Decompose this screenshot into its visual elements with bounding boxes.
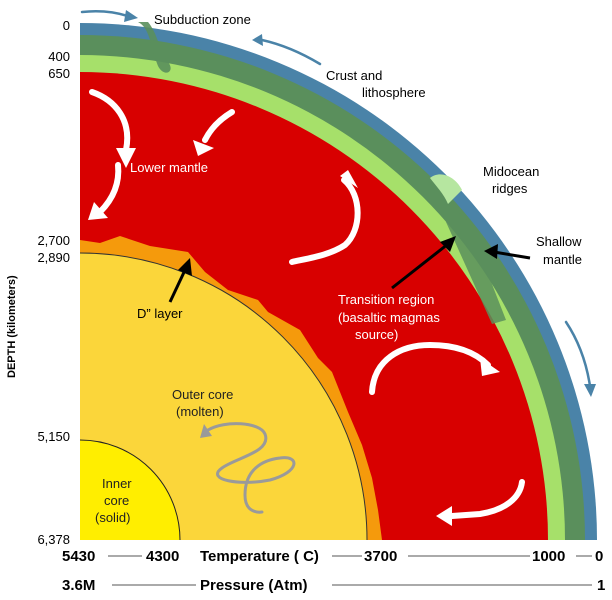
- surface-arrow-right: [564, 320, 592, 388]
- arrowhead-2: [193, 140, 214, 156]
- arrowhead-1: [116, 148, 136, 168]
- outer-core-label-line1: Outer core: [172, 387, 233, 402]
- temp-value-5430: 5430: [62, 548, 95, 565]
- transition-pointer-line: [391, 242, 449, 290]
- outer-core-label-line2: (molten): [176, 404, 224, 419]
- mantle-convection-arrows: [89, 89, 525, 519]
- d-layer-pointer-head: [178, 258, 192, 276]
- temperature-title: Temperature ( C): [200, 548, 319, 565]
- convection-arrowheads: [88, 140, 500, 526]
- shallow-pointer-line: [493, 250, 531, 260]
- outer-core-swirl: [206, 422, 296, 514]
- transition-label-line3: source): [355, 327, 398, 342]
- temp-value-3700: 3700: [364, 548, 397, 565]
- arrowhead-4: [340, 170, 358, 188]
- surface-arrowhead-top: [124, 10, 138, 22]
- pressure-value-min: 1: [597, 577, 605, 594]
- arrowhead-3: [88, 202, 108, 220]
- transition-label-line1: Transition region: [338, 292, 434, 307]
- convection-arrow-2: [202, 109, 235, 143]
- convection-arrow-3: [97, 162, 122, 215]
- temp-value-4300: 4300: [146, 548, 179, 565]
- midocean-label-line2: ridges: [492, 181, 528, 196]
- depth-tick-6378: 6,378: [37, 532, 70, 547]
- lower-mantle-label: Lower mantle: [130, 160, 208, 175]
- depth-axis-title: DEPTH (kilometers): [6, 275, 18, 378]
- temp-value-1000: 1000: [532, 548, 565, 565]
- inner-core-label-line1: Inner: [102, 476, 132, 491]
- d-layer-label: D” layer: [137, 306, 183, 321]
- surface-arrowheads: [124, 10, 596, 397]
- subduction-zone-label: Subduction zone: [154, 12, 251, 27]
- arrowhead-6: [436, 506, 452, 526]
- depth-tick-5150: 5,150: [37, 429, 70, 444]
- depth-tick-0: 0: [63, 18, 70, 33]
- swirl-arrowhead: [200, 424, 212, 438]
- crust-label-line1: Crust and: [326, 68, 382, 83]
- midocean-ridge-gap: [430, 174, 462, 204]
- pointer-arrows: [168, 236, 531, 303]
- pressure-value-max: 3.6M: [62, 577, 95, 594]
- inner-core-outline: [79, 439, 181, 541]
- shallow-pointer-head: [484, 244, 498, 259]
- surface-arrow-crust: [260, 38, 322, 66]
- subducting-slab: [138, 22, 171, 73]
- inner-core-label-line3: (solid): [95, 510, 130, 525]
- convection-arrow-4: [289, 177, 361, 265]
- pressure-title: Pressure (Atm): [200, 577, 308, 594]
- depth-tick-2890: 2,890: [37, 250, 70, 265]
- arrowhead-5: [480, 358, 500, 376]
- midocean-label-line1: Midocean: [483, 164, 539, 179]
- depth-tick-400: 400: [48, 49, 70, 64]
- shallow-label-line2: mantle: [543, 252, 582, 267]
- convection-arrow-6: [449, 479, 525, 519]
- temp-value-0: 0: [595, 548, 603, 565]
- outer-core-outline: [79, 252, 368, 541]
- depth-tick-2700: 2,700: [37, 233, 70, 248]
- d-layer-pointer-line: [168, 267, 188, 303]
- transition-pointer-head: [440, 236, 456, 252]
- convection-arrow-5: [369, 341, 491, 395]
- depth-tick-650: 650: [48, 66, 70, 81]
- inner-core-layer: [80, 440, 180, 540]
- surface-arrowhead-right: [584, 384, 596, 397]
- surface-arrows: [80, 9, 592, 388]
- surface-arrowhead-crust: [252, 34, 263, 46]
- shallow-label-line1: Shallow: [536, 234, 582, 249]
- convection-arrow-1: [89, 89, 131, 153]
- surface-arrow-top: [80, 9, 130, 18]
- shallow-mantle-slab: [446, 212, 506, 324]
- inner-core-label-line2: core: [104, 493, 129, 508]
- crust-label-line2: lithosphere: [362, 85, 426, 100]
- transition-label-line2: (basaltic magmas: [338, 310, 440, 325]
- outer-core-layer: [80, 253, 367, 540]
